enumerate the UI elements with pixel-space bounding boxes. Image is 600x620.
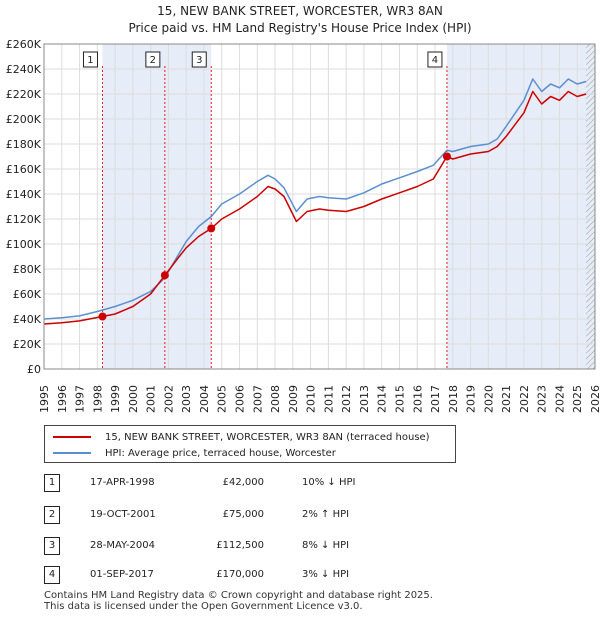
series-line	[43, 78, 587, 320]
sale-label-box	[82, 51, 98, 68]
y-tick-label: £160K	[6, 163, 42, 176]
plot-frame	[43, 43, 596, 370]
x-tick-label: 2025	[571, 385, 584, 413]
transaction-hpi: 3% ↓ HPI	[302, 569, 350, 580]
x-tick-label: 2013	[358, 385, 371, 413]
transaction-price: £75,000	[222, 509, 264, 520]
x-tick-label: 1996	[56, 385, 69, 413]
y-tick-label: £0	[27, 363, 41, 376]
x-tick-label: 2003	[180, 385, 193, 413]
y-tick-label: £180K	[6, 138, 42, 151]
footer-copyright: Contains HM Land Registry data © Crown c…	[44, 590, 433, 601]
x-tick-label: 1995	[38, 385, 51, 413]
transaction-number: 3	[44, 537, 60, 555]
x-tick-label: 2019	[465, 385, 478, 413]
y-tick-label: £100K	[6, 238, 42, 251]
x-tick-label: 2008	[269, 385, 282, 413]
x-tick-label: 2000	[127, 385, 140, 413]
y-tick-label: £80K	[13, 263, 42, 276]
sale-label: 4	[432, 55, 438, 66]
x-tick-label: 2018	[447, 385, 460, 413]
footer-license: This data is licensed under the Open Gov…	[44, 601, 363, 612]
x-tick-label: 2024	[553, 385, 566, 413]
x-tick-label: 2016	[411, 385, 424, 413]
y-tick-label: £140K	[6, 188, 42, 201]
x-tick-label: 2020	[482, 385, 495, 413]
x-tick-label: 1997	[74, 385, 87, 413]
x-tick-label: 2021	[500, 385, 513, 413]
table-row: 3 28-MAY-2004 £112,500 8% ↓ HPI	[44, 537, 484, 555]
x-tick-label: 2009	[287, 385, 300, 413]
transaction-hpi: 10% ↓ HPI	[302, 477, 356, 488]
chart-title: 15, NEW BANK STREET, WORCESTER, WR3 8AN	[157, 4, 443, 18]
transaction-date: 28-MAY-2004	[90, 540, 156, 551]
future-hatch	[586, 44, 595, 369]
sale-label-box	[191, 51, 207, 68]
price-chart: 1 2 3 4 £0 £20K £40K £60K £80K £100K £120K £140K £16…	[6, 38, 600, 413]
x-tick-label: 2015	[393, 385, 406, 413]
y-tick-label: £240K	[6, 63, 42, 76]
transaction-number: 4	[44, 566, 60, 584]
legend: 15, NEW BANK STREET, WORCESTER, WR3 8AN …	[44, 425, 456, 463]
y-tick-label: £200K	[6, 113, 42, 126]
table-row: 2 19-OCT-2001 £75,000 2% ↑ HPI	[44, 506, 484, 524]
legend-swatch-hpi	[53, 452, 91, 454]
chart-subtitle: Price paid vs. HM Land Registry's House …	[128, 21, 472, 35]
x-tick-label: 2010	[305, 385, 318, 413]
x-tick-label: 2005	[216, 385, 229, 413]
legend-item-hpi: HPI: Average price, terraced house, Worc…	[53, 446, 336, 460]
x-tick-label: 2011	[322, 385, 335, 413]
sale-point	[160, 271, 169, 280]
x-tick-label: 1998	[91, 385, 104, 413]
sale-label: 2	[150, 55, 156, 66]
x-tick-label: 2002	[162, 385, 175, 413]
transaction-date: 19-OCT-2001	[90, 509, 156, 520]
sale-label: 3	[196, 55, 202, 66]
x-tick-label: 2023	[536, 385, 549, 413]
x-tick-label: 1999	[109, 385, 122, 413]
x-tick-label: 2006	[234, 385, 247, 413]
sale-point	[207, 224, 216, 233]
transaction-price: £112,500	[216, 540, 264, 551]
sale-label: 1	[87, 55, 93, 66]
transaction-hpi: 8% ↓ HPI	[302, 540, 350, 551]
table-row: 4 01-SEP-2017 £170,000 3% ↓ HPI	[44, 566, 484, 584]
sale-label-box	[145, 51, 161, 68]
transaction-date: 01-SEP-2017	[90, 569, 154, 580]
y-tick-label: £220K	[6, 88, 42, 101]
y-tick-label: £20K	[13, 338, 42, 351]
x-tick-label: 2026	[589, 385, 600, 413]
sale-point	[98, 312, 107, 321]
y-tick-label: £60K	[13, 288, 42, 301]
table-row: 1 17-APR-1998 £42,000 10% ↓ HPI	[44, 474, 484, 492]
x-tick-label: 2004	[198, 385, 211, 413]
y-tick-label: £260K	[6, 38, 42, 51]
x-tick-label: 2007	[251, 385, 264, 413]
sale-label-box	[427, 51, 443, 68]
transaction-number: 1	[44, 474, 60, 492]
transaction-hpi: 2% ↑ HPI	[302, 509, 350, 520]
x-tick-label: 2014	[376, 385, 389, 413]
x-tick-label: 2022	[518, 385, 531, 413]
footer-notice: Contains HM Land Registry data © Crown c…	[44, 590, 433, 612]
ownership-band	[102, 44, 212, 369]
x-tick-label: 2012	[340, 385, 353, 413]
transaction-price: £170,000	[216, 569, 264, 580]
x-tick-label: 2001	[145, 385, 158, 413]
sale-point	[442, 152, 451, 161]
transaction-number: 2	[44, 506, 60, 524]
y-tick-label: £120K	[6, 213, 42, 226]
legend-swatch-property	[53, 436, 91, 438]
y-tick-label: £40K	[13, 313, 42, 326]
transaction-price: £42,000	[222, 477, 264, 488]
x-tick-label: 2017	[429, 385, 442, 413]
legend-label-property: 15, NEW BANK STREET, WORCESTER, WR3 8AN …	[105, 431, 430, 443]
ownership-band	[446, 44, 595, 369]
transaction-date: 17-APR-1998	[90, 477, 155, 488]
legend-label-hpi: HPI: Average price, terraced house, Worc…	[105, 447, 336, 459]
legend-item-property: 15, NEW BANK STREET, WORCESTER, WR3 8AN …	[53, 430, 430, 444]
